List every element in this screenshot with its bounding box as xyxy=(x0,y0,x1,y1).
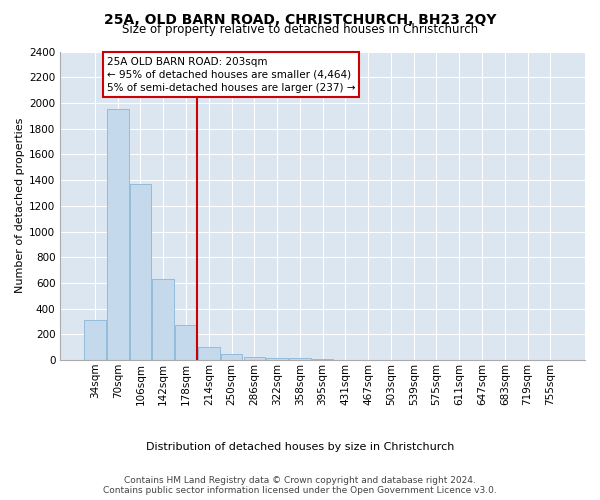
Bar xyxy=(152,279,174,360)
Bar xyxy=(107,110,128,360)
Text: Distribution of detached houses by size in Christchurch: Distribution of detached houses by size … xyxy=(146,442,454,452)
Bar xyxy=(84,320,106,360)
Bar xyxy=(175,326,197,360)
Text: Contains HM Land Registry data © Crown copyright and database right 2024.: Contains HM Land Registry data © Crown c… xyxy=(124,476,476,485)
Bar xyxy=(221,354,242,360)
Bar xyxy=(130,184,151,360)
Bar xyxy=(198,347,220,360)
Text: Size of property relative to detached houses in Christchurch: Size of property relative to detached ho… xyxy=(122,24,478,36)
Text: Contains public sector information licensed under the Open Government Licence v3: Contains public sector information licen… xyxy=(103,486,497,495)
Text: 25A OLD BARN ROAD: 203sqm
← 95% of detached houses are smaller (4,464)
5% of sem: 25A OLD BARN ROAD: 203sqm ← 95% of detac… xyxy=(107,56,355,93)
Y-axis label: Number of detached properties: Number of detached properties xyxy=(15,118,25,294)
Bar xyxy=(289,358,311,360)
Bar xyxy=(244,357,265,360)
Text: 25A, OLD BARN ROAD, CHRISTCHURCH, BH23 2QY: 25A, OLD BARN ROAD, CHRISTCHURCH, BH23 2… xyxy=(104,12,496,26)
Bar xyxy=(266,358,288,360)
